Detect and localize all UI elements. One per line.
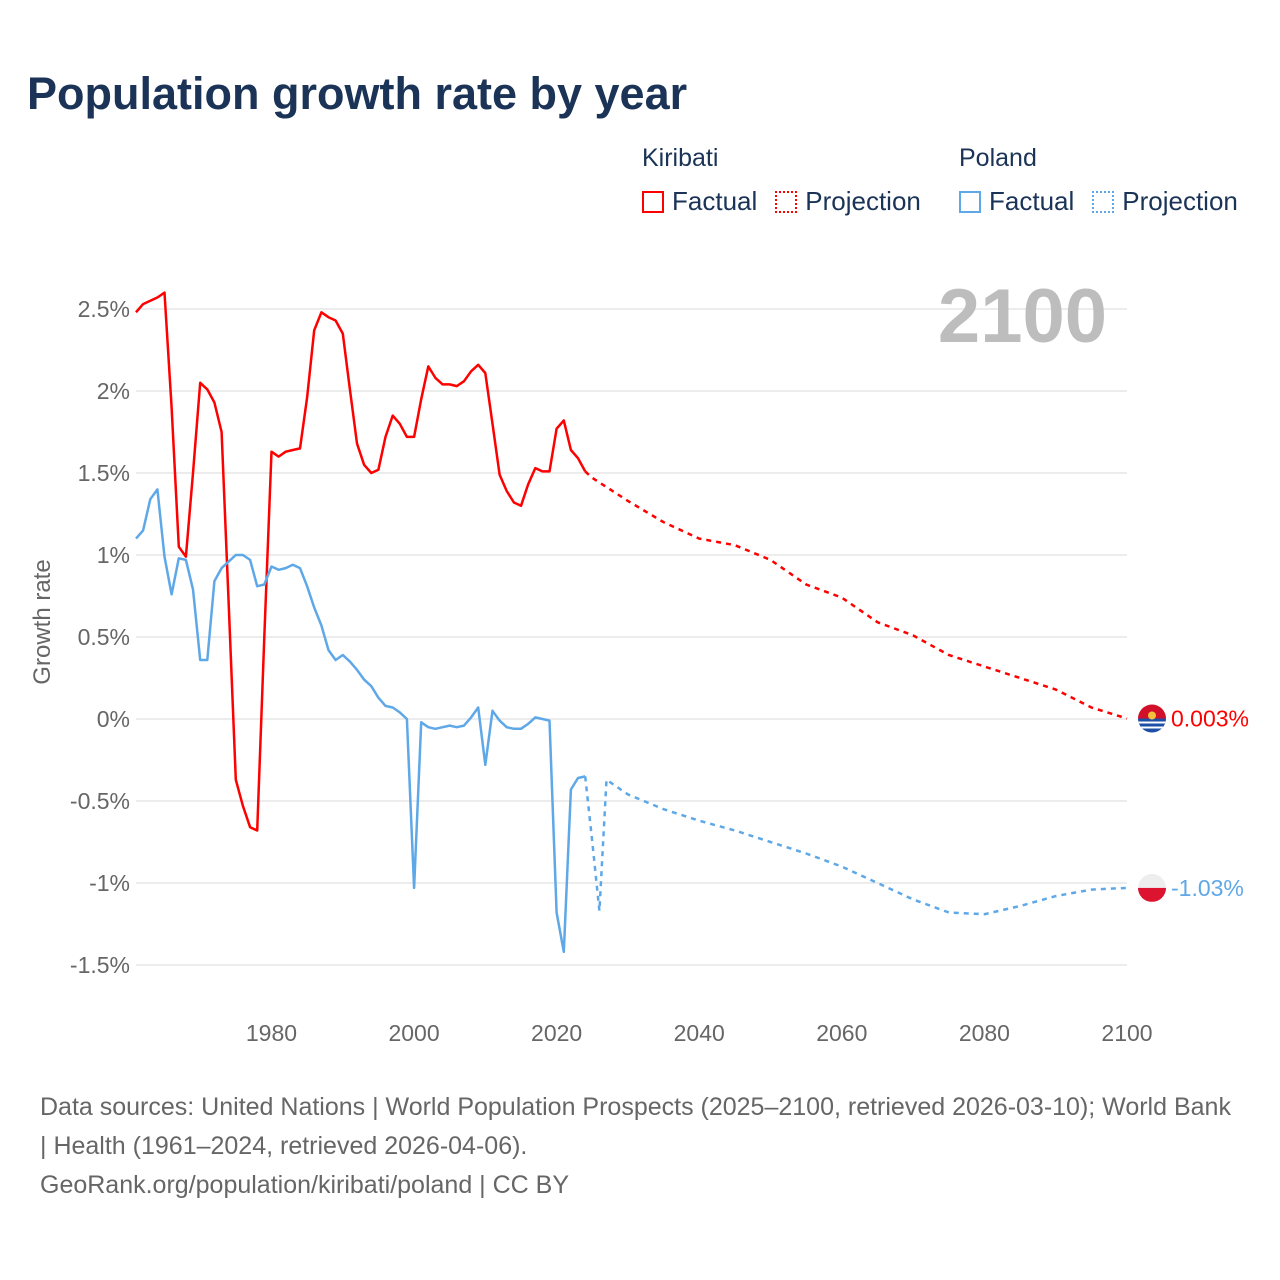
legend-poland-projection[interactable]: Projection	[1092, 186, 1238, 217]
legend-kiribati-items: Factual Projection	[642, 186, 939, 217]
kiribati-projection-line	[584, 470, 1128, 720]
legend-kiribati-factual[interactable]: Factual	[642, 186, 757, 217]
y-tick-label: 0%	[97, 706, 130, 732]
x-tick-label: 1980	[246, 1020, 297, 1046]
footer: Data sources: United Nations | World Pop…	[40, 1088, 1240, 1205]
y-tick-label: -0.5%	[70, 788, 130, 814]
y-tick-label: 2%	[97, 378, 130, 404]
data-sources: Data sources: United Nations | World Pop…	[40, 1093, 1231, 1160]
poland-projection-line	[583, 776, 1128, 916]
legend-label: Factual	[672, 186, 758, 216]
poland-end-label: -1.03%	[1171, 875, 1244, 901]
chart-title: Population growth rate by year	[27, 68, 688, 119]
year-watermark: 2100	[938, 274, 1107, 359]
y-tick-label: 2.5%	[78, 296, 130, 322]
legend-group-poland: Poland	[959, 144, 1037, 172]
x-tick-label: 2000	[388, 1020, 439, 1046]
y-tick-label: 0.5%	[78, 624, 130, 650]
legend-label: Factual	[989, 186, 1075, 216]
dotted-swatch-icon	[1092, 190, 1115, 213]
poland-factual-line	[135, 488, 586, 954]
y-axis-label: Growth rate	[29, 559, 56, 684]
legend-poland-items: Factual Projection	[959, 186, 1256, 217]
y-tick-label: -1%	[89, 870, 130, 896]
y-tick-label: 1%	[97, 542, 130, 568]
y-tick-label: 1.5%	[78, 460, 130, 486]
solid-swatch-icon	[642, 190, 664, 213]
y-tick-label: -1.5%	[70, 952, 130, 978]
legend-kiribati-projection[interactable]: Projection	[775, 186, 921, 217]
legend-label: Projection	[1122, 186, 1238, 216]
kiribati-end-label: 0.003%	[1171, 706, 1249, 732]
legend-label: Projection	[805, 186, 921, 216]
x-tick-label: 2020	[531, 1020, 582, 1046]
solid-swatch-icon	[959, 190, 981, 213]
x-tick-label: 2040	[674, 1020, 725, 1046]
kiribati-factual-line	[135, 291, 587, 832]
poland-flag-icon	[1138, 873, 1166, 902]
dotted-swatch-icon	[775, 190, 798, 213]
x-tick-label: 2080	[959, 1020, 1010, 1046]
legend-poland-factual[interactable]: Factual	[959, 186, 1074, 217]
x-tick-label: 2060	[816, 1020, 867, 1046]
legend-group-kiribati: Kiribati	[642, 144, 719, 172]
kiribati-flag-icon	[1138, 704, 1166, 733]
x-tick-label: 2100	[1101, 1020, 1152, 1046]
credit-link[interactable]: GeoRank.org/population/kiribati/poland |…	[40, 1171, 570, 1199]
